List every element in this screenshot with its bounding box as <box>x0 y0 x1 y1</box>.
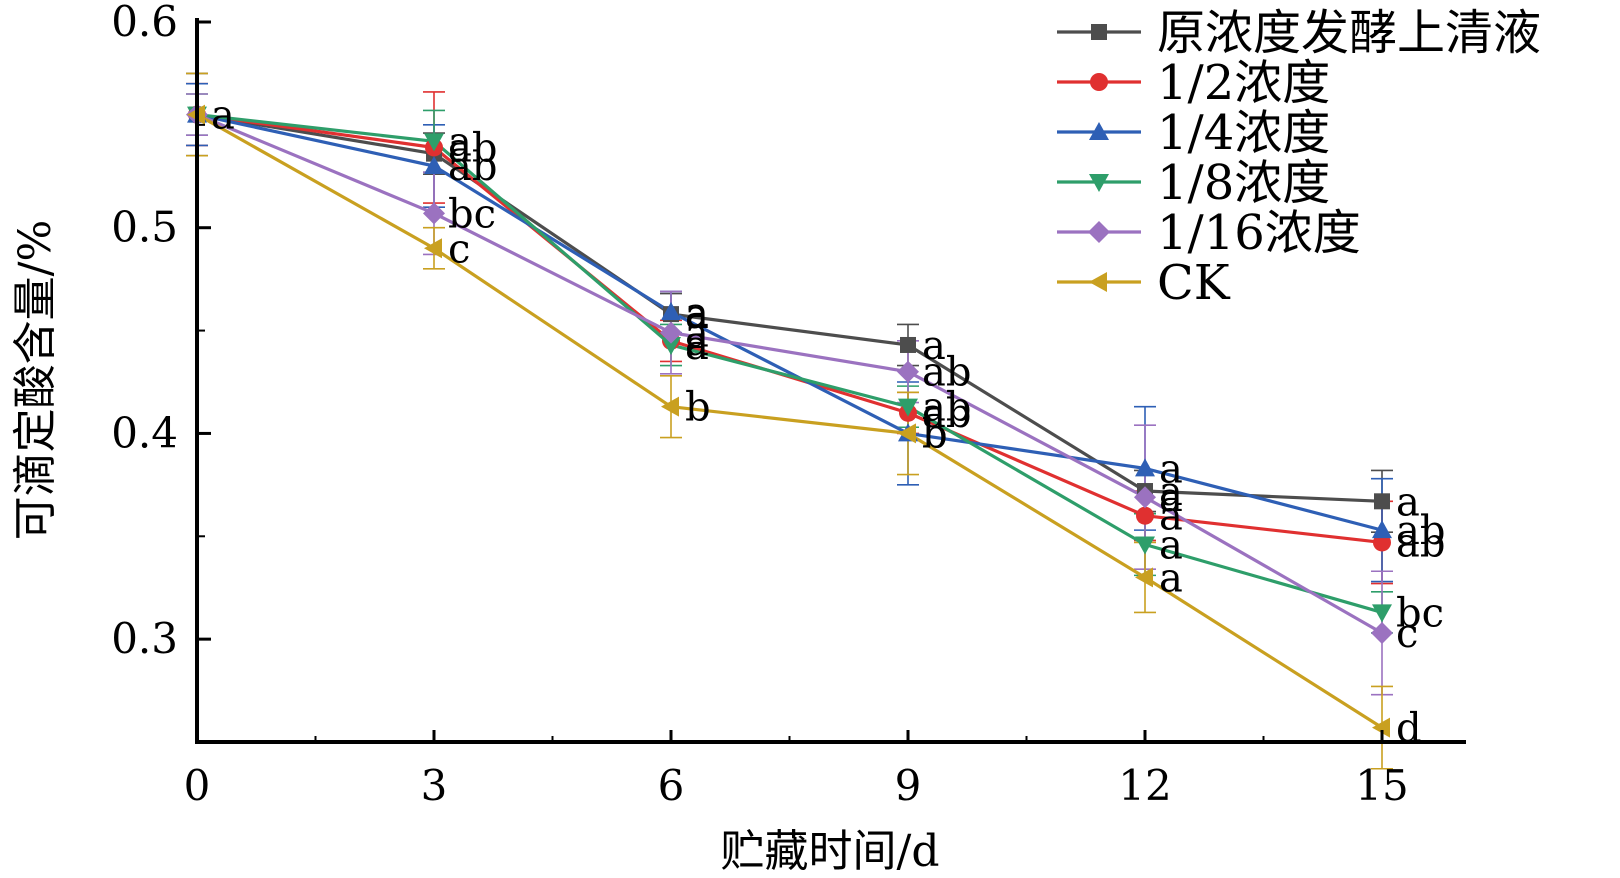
x-axis-title: 贮藏时间/d <box>721 826 940 877</box>
significance-label: a <box>448 119 472 165</box>
series-line <box>196 112 1383 614</box>
data-point <box>900 336 916 353</box>
data-point <box>1371 621 1393 644</box>
data-point <box>661 302 681 321</box>
legend-label: 1/16浓度 <box>1157 205 1361 261</box>
legend-label: 1/2浓度 <box>1157 55 1330 111</box>
data-point <box>1135 458 1155 477</box>
significance-label: bc <box>448 191 496 237</box>
data-point <box>897 360 919 383</box>
legend-item: 原浓度发酵上清液 <box>1057 5 1541 61</box>
significance-label: a <box>922 323 946 369</box>
data-point <box>898 398 918 417</box>
significance-label: c <box>1396 611 1418 657</box>
significance-label: a <box>1159 475 1183 521</box>
significance-label: a <box>211 93 235 139</box>
significance-label: a <box>1159 494 1183 540</box>
y-tick-label: 0.4 <box>111 408 178 457</box>
legend-marker <box>1088 221 1110 243</box>
x-tick-label: 15 <box>1355 761 1408 810</box>
series-line <box>196 112 1383 503</box>
data-point <box>424 156 444 174</box>
legend-item: 1/16浓度 <box>1057 205 1361 261</box>
legend-marker <box>1091 24 1107 40</box>
significance-label: d <box>1396 706 1422 752</box>
y-tick-label: 0.5 <box>111 203 178 252</box>
legend-item: 1/2浓度 <box>1057 55 1330 111</box>
legend-label: CK <box>1157 255 1231 311</box>
significance-label: ab <box>922 350 971 396</box>
significance-label: c <box>448 226 470 272</box>
legend-marker <box>1089 272 1107 292</box>
data-point <box>660 321 682 344</box>
legend-label: 1/4浓度 <box>1157 105 1330 161</box>
data-point <box>1372 604 1392 623</box>
series-markers <box>186 103 1393 738</box>
data-point <box>1135 536 1155 555</box>
significance-label: a <box>1396 479 1420 525</box>
legend-item: 1/4浓度 <box>1057 105 1330 161</box>
data-point <box>424 238 442 259</box>
significance-label: ab <box>448 144 497 190</box>
significance-label: ab <box>448 125 497 171</box>
significance-label: a <box>685 311 709 357</box>
y-tick-label: 0.6 <box>111 0 178 46</box>
significance-label: ab <box>922 391 971 437</box>
series-line <box>196 113 1383 532</box>
legend-marker <box>1089 122 1109 140</box>
data-point <box>1372 520 1392 539</box>
significance-label: ab <box>922 385 971 431</box>
y-tick-label: 0.3 <box>111 614 178 663</box>
significance-label: a <box>685 323 709 369</box>
x-tick-label: 6 <box>658 761 685 810</box>
x-ticks: 0 3 6 9 12 15 <box>184 730 1409 810</box>
data-point <box>898 423 916 444</box>
series-lines <box>196 112 1383 729</box>
x-tick-label: 9 <box>895 761 922 810</box>
data-point <box>661 336 681 355</box>
legend-label: 1/8浓度 <box>1157 155 1330 211</box>
legend-label: 原浓度发酵上清液 <box>1157 5 1541 61</box>
significance-label: b <box>922 411 948 457</box>
axes: 0 3 6 9 12 15 0.3 0.4 0.5 0.6 <box>111 0 1466 810</box>
significance-label: a <box>1159 555 1183 601</box>
significance-label: a <box>1159 469 1183 515</box>
data-point <box>423 202 445 225</box>
legend-marker <box>1089 174 1109 192</box>
y-ticks: 0.3 0.4 0.5 0.6 <box>111 0 211 663</box>
data-point <box>1134 486 1156 509</box>
series-line <box>196 113 1383 635</box>
data-point <box>1135 567 1153 588</box>
x-tick-label: 3 <box>421 761 448 810</box>
legend-item: CK <box>1057 255 1231 311</box>
significance-label: bc <box>1396 590 1444 636</box>
significance-label: ab <box>1396 508 1445 554</box>
significance-label: a <box>1159 446 1183 492</box>
significance-label: ab <box>1396 520 1445 566</box>
legend-marker <box>1090 73 1108 91</box>
significance-label: b <box>685 385 711 431</box>
data-point <box>661 396 679 417</box>
y-axis-title: 可滴定酸含量/% <box>10 220 61 541</box>
significance-label: a <box>685 319 709 365</box>
data-point <box>1136 506 1154 525</box>
x-tick-label: 0 <box>184 761 211 810</box>
data-point <box>424 133 444 152</box>
series-line <box>196 113 1383 729</box>
significance-label: a <box>685 292 709 338</box>
significance-label: a <box>1159 523 1183 569</box>
significance-label: a <box>685 290 709 336</box>
significance-label: b <box>922 411 948 457</box>
data-point <box>1372 717 1390 738</box>
x-tick-label: 12 <box>1118 761 1171 810</box>
legend-item: 1/8浓度 <box>1057 155 1330 211</box>
data-point <box>1374 493 1390 510</box>
